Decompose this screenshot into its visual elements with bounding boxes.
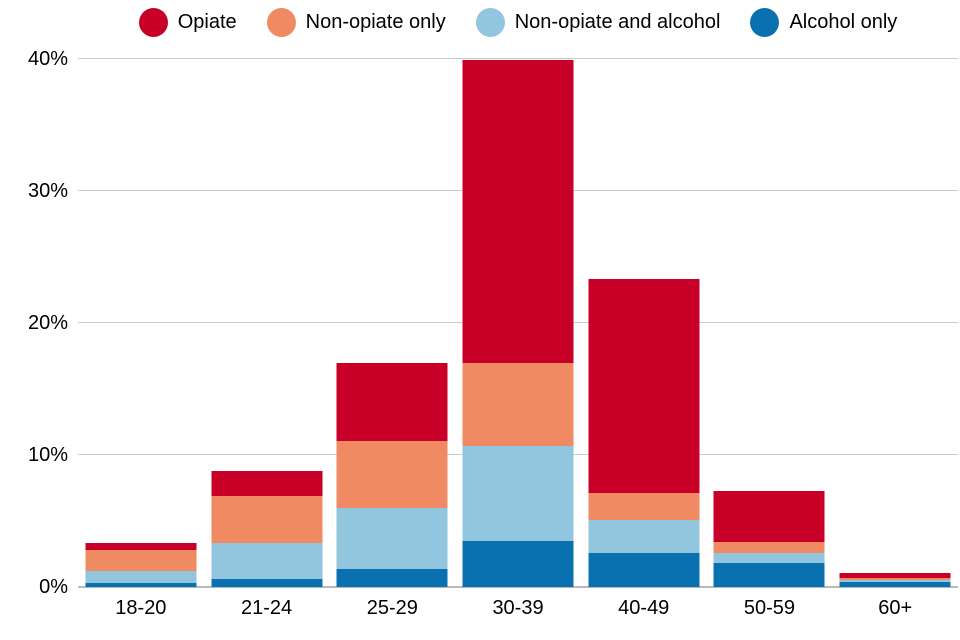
bar-segment-non-opiate-only [462,362,574,446]
bar-segment-non-opiate-and-alcohol [211,543,323,580]
bar-slot-30-39 [455,59,581,587]
stacked-bar-60- [839,572,951,587]
y-axis-label: 40% [27,48,68,70]
x-axis: 18-20 21-24 25-29 30-39 40-49 50-59 60+ [78,596,958,620]
x-axis-line [78,586,958,588]
bar-segment-opiate [713,490,825,543]
bar-segment-non-opiate-and-alcohol [85,571,197,584]
legend-item-alcohol-only[interactable]: Alcohol only [750,7,898,37]
x-axis-label: 60+ [878,597,913,619]
bar-segment-alcohol-only [462,540,574,587]
bar-segment-non-opiate-and-alcohol [839,579,951,582]
y-axis-label: 0% [39,576,68,598]
x-axis-label: 21-24 [241,597,293,619]
y-axis-label: 10% [27,444,68,466]
bar-segment-non-opiate-only [85,550,197,572]
bar-segment-non-opiate-and-alcohol [588,519,700,553]
y-axis: 0% 10% 20% 30% 40% [0,48,68,598]
bar-segment-alcohol-only [713,563,825,587]
bar-segment-non-opiate-only [839,577,951,580]
legend-label: Opiate [177,11,237,33]
x-axis-label: 18-20 [115,597,167,619]
bars-layer [78,59,958,587]
legend-dot-icon [266,7,296,37]
legend-dot-icon [475,7,505,37]
bar-segment-non-opiate-only [588,493,700,520]
y-axis-label: 20% [27,312,68,334]
y-axis-label: 30% [27,180,68,202]
stacked-bar-25-29 [336,362,448,587]
stacked-bar-50-59 [713,490,825,587]
legend-label: Non-opiate and alcohol [514,11,721,33]
chart-legend: Opiate Non-opiate only Non-opiate and alco… [78,5,958,39]
bar-segment-non-opiate-and-alcohol [713,552,825,564]
stacked-bar-21-24 [211,470,323,587]
bar-segment-alcohol-only [588,552,700,587]
stacked-bar-40-49 [588,279,700,587]
bar-slot-18-20 [78,59,204,587]
bar-slot-60- [832,59,958,587]
bar-segment-alcohol-only [211,579,323,587]
bar-slot-21-24 [204,59,330,587]
bar-segment-opiate [588,279,700,494]
plot-area [78,58,958,588]
bar-segment-non-opiate-and-alcohol [336,507,448,569]
gridline [78,58,958,59]
bar-segment-non-opiate-and-alcohol [462,445,574,541]
x-axis-label: 50-59 [743,597,796,619]
bar-segment-opiate [211,470,323,496]
bar-segment-alcohol-only [336,568,448,587]
x-axis-label: 40-49 [618,597,670,619]
stacked-bar-18-20 [85,543,197,587]
bar-segment-alcohol-only [85,583,197,587]
bar-segment-opiate [462,60,574,363]
legend-item-opiate[interactable]: Opiate [138,7,237,37]
legend-item-non-opiate-only[interactable]: Non-opiate only [266,7,446,37]
bar-segment-opiate [336,362,448,441]
legend-label: Alcohol only [789,11,898,33]
legend-label: Non-opiate only [305,11,446,33]
bar-segment-non-opiate-only [211,495,323,544]
bar-segment-non-opiate-only [336,440,448,508]
bar-segment-opiate [85,543,197,551]
stacked-bar-30-39 [462,60,574,587]
legend-item-non-opiate-and-alcohol[interactable]: Non-opiate and alcohol [475,7,721,37]
x-axis-label: 30-39 [492,597,544,619]
bar-slot-25-29 [329,59,455,587]
bar-slot-40-49 [581,59,707,587]
legend-dot-icon [750,7,780,37]
x-axis-label: 25-29 [366,597,418,619]
bar-segment-non-opiate-only [713,542,825,553]
bar-segment-opiate [839,572,951,578]
legend-dot-icon [138,7,168,37]
bar-slot-50-59 [707,59,833,587]
bar-segment-alcohol-only [839,581,951,587]
